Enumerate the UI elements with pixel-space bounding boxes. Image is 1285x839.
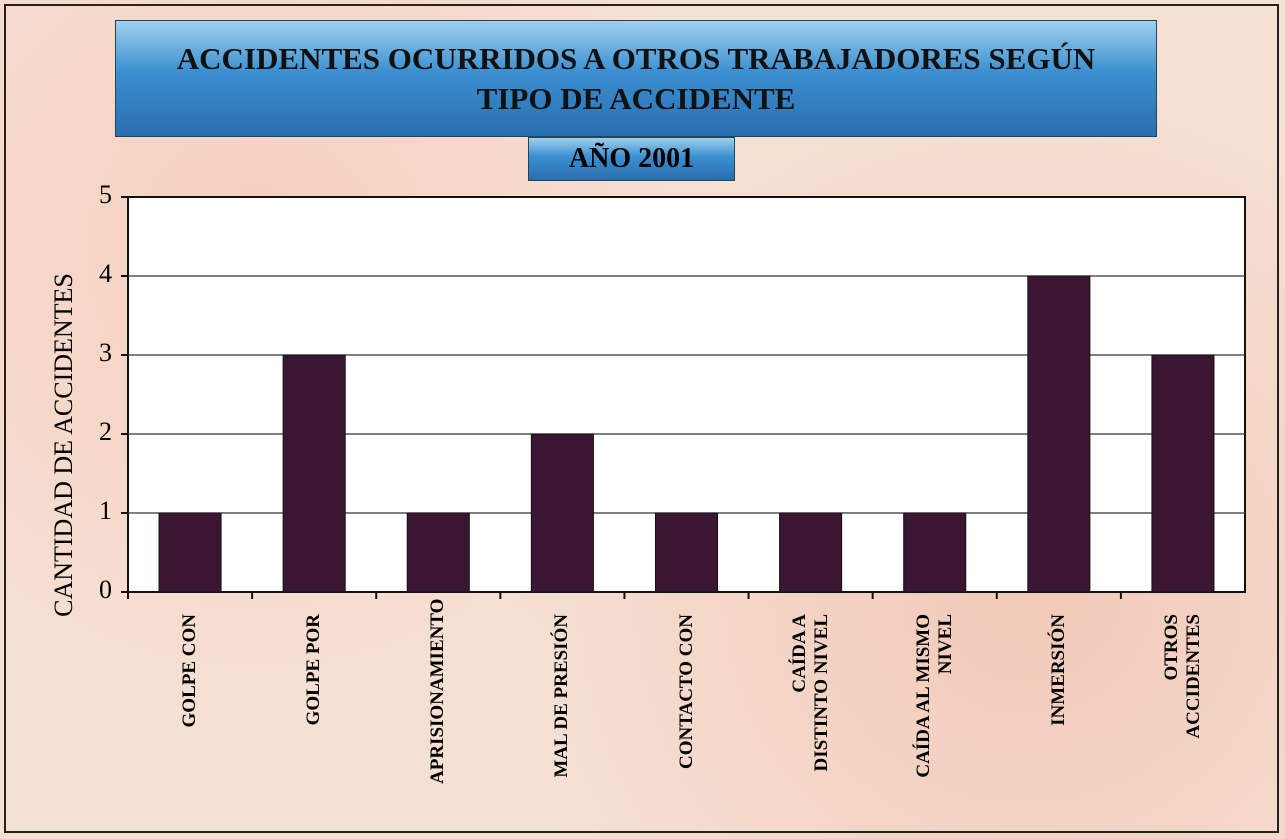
y-tick-label: 4 [99, 259, 112, 288]
x-tick-label: CONTACTO CON [675, 614, 697, 770]
y-tick-label: 1 [99, 496, 112, 525]
x-tick-label: APRISIONAMIENTO [427, 598, 449, 784]
y-axis-label: CANTIDAD DE ACCIDENTES [49, 273, 78, 617]
x-tick-label: CAÍDA A DISTINTO NIVEL [788, 614, 832, 772]
y-tick-label: 2 [99, 417, 112, 446]
x-tick-label: MAL DE PRESIÓN [551, 614, 573, 778]
chart-subtitle: AÑO 2001 [568, 143, 695, 174]
y-tick-label: 3 [99, 338, 112, 367]
chart-title: ACCIDENTES OCURRIDOS A OTROS TRABAJADORE… [176, 40, 1096, 116]
frame [4, 4, 1279, 833]
subtitle-box: AÑO 2001 [528, 137, 735, 181]
bar [530, 433, 594, 593]
bar [779, 512, 843, 593]
y-tick-label: 5 [99, 180, 112, 209]
bar [1151, 354, 1215, 593]
bar [1027, 275, 1091, 593]
bar [903, 512, 967, 593]
y-tick-label: 0 [99, 575, 112, 604]
bar [282, 354, 346, 593]
x-tick-label: CAÍDA AL MISMO NIVEL [912, 614, 956, 778]
x-tick-label: GOLPE POR [303, 614, 325, 726]
bar [406, 512, 470, 593]
x-tick-label: GOLPE CON [179, 614, 201, 728]
x-tick-label: OTROS ACCIDENTES [1160, 614, 1204, 739]
x-tick-label: INMERSIÓN [1047, 614, 1069, 726]
bar [158, 512, 222, 593]
bar [654, 512, 719, 593]
title-box: ACCIDENTES OCURRIDOS A OTROS TRABAJADORE… [115, 20, 1157, 137]
